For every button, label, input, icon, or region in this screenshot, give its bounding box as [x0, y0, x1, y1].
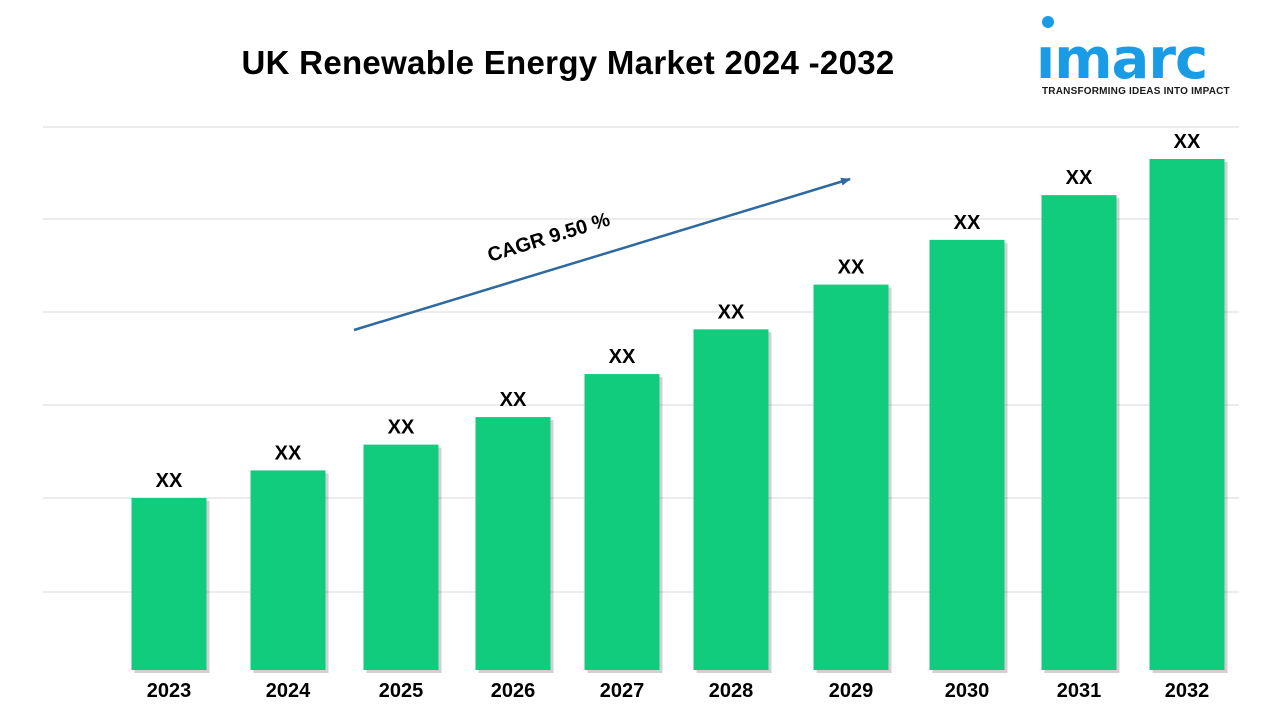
- logo-wordmark: ımarc: [1036, 27, 1208, 92]
- bar-2032: [1149, 159, 1225, 670]
- value-label-2029: XX: [838, 257, 865, 279]
- value-label-2023: XX: [156, 470, 183, 492]
- bar-2024: [250, 470, 326, 670]
- bar-2029: [813, 284, 889, 670]
- cagr-annotation: CAGR 9.50 %: [353, 177, 851, 332]
- logo-dot-icon: [1042, 16, 1054, 28]
- x-tick-2024: 2024: [266, 680, 311, 702]
- bar-2025: [363, 444, 439, 670]
- x-tick-2026: 2026: [491, 680, 536, 702]
- bar-2028: [693, 329, 769, 670]
- x-axis-tick-labels: 2023 2024 2025 2026 2027 2028 2029 2030 2031 2032: [147, 680, 1210, 702]
- x-tick-2029: 2029: [829, 680, 874, 702]
- bar-2027: [584, 374, 660, 670]
- x-tick-2032: 2032: [1165, 680, 1210, 702]
- value-label-2032: XX: [1174, 131, 1201, 153]
- bar-2031: [1041, 195, 1117, 670]
- bar-2030: [929, 239, 1005, 670]
- imarc-logo: ımarc TRANSFORMING IDEAS INTO IMPACT: [1036, 14, 1236, 104]
- value-labels: XX XX XX XX XX XX XX XX XX XX: [156, 131, 1201, 492]
- x-tick-2030: 2030: [945, 680, 990, 702]
- x-tick-2027: 2027: [600, 680, 645, 702]
- bar-2026: [475, 417, 551, 670]
- value-label-2025: XX: [388, 417, 415, 439]
- logo-tagline: TRANSFORMING IDEAS INTO IMPACT: [1042, 86, 1230, 97]
- bar-2023: [131, 497, 207, 670]
- chart-title: UK Renewable Energy Market 2024 -2032: [241, 44, 895, 81]
- value-label-2024: XX: [275, 442, 302, 464]
- x-tick-2023: 2023: [147, 680, 192, 702]
- value-label-2031: XX: [1066, 167, 1093, 189]
- value-label-2026: XX: [500, 389, 527, 411]
- value-label-2030: XX: [954, 212, 981, 234]
- x-tick-2028: 2028: [709, 680, 754, 702]
- bars: [131, 159, 1228, 673]
- value-label-2028: XX: [718, 301, 745, 323]
- cagr-arrow: [353, 177, 851, 332]
- x-tick-2025: 2025: [379, 680, 424, 702]
- value-label-2027: XX: [609, 346, 636, 368]
- x-tick-2031: 2031: [1057, 680, 1102, 702]
